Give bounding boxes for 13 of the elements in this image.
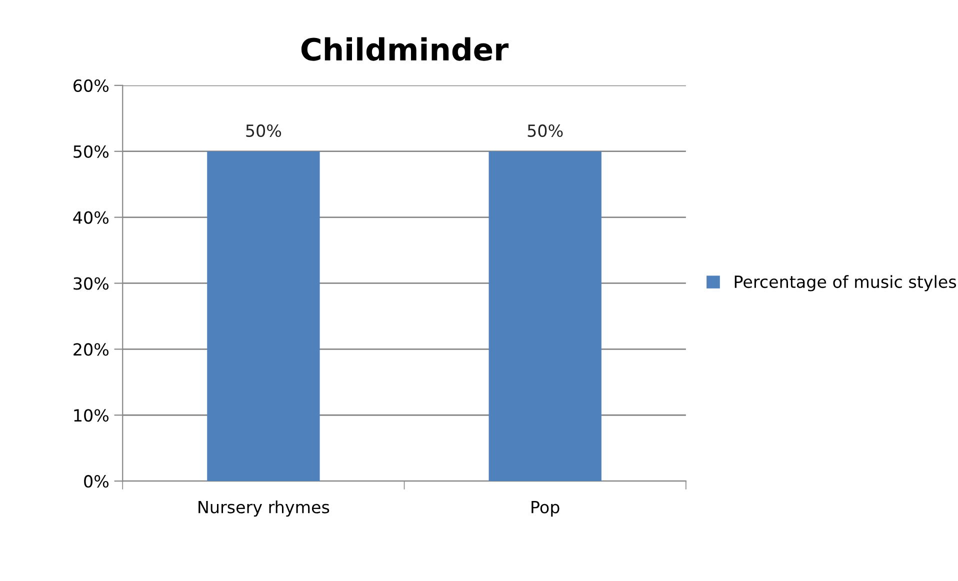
y-tick-label: 0% — [84, 475, 109, 488]
y-tick-label: 10% — [74, 409, 109, 422]
y-tick-label: 40% — [73, 211, 109, 224]
y-tick-label: 30% — [74, 277, 109, 290]
data-label: 50% — [528, 124, 563, 138]
y-tick-label: 50% — [74, 145, 109, 158]
y-tick-label: 20% — [74, 343, 109, 356]
y-tick-label: 60% — [74, 79, 109, 92]
legend-label: Percentage of music styles — [734, 275, 956, 292]
x-tick-label: Pop — [532, 501, 560, 517]
x-tick-label: Nursery rhymes — [198, 500, 330, 517]
chart-title: Childminder — [301, 37, 509, 61]
data-label: 50% — [246, 124, 282, 138]
